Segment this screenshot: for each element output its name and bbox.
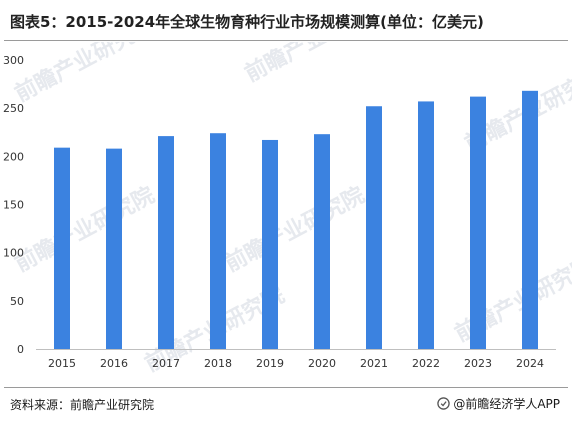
x-tick-label: 2018 <box>204 357 232 370</box>
x-tick-label: 2022 <box>412 357 440 370</box>
brand-label: @前瞻经济学人APP <box>453 397 560 411</box>
bar-2016 <box>106 148 122 349</box>
watermark-text: 前瞻产业研究院 <box>11 182 159 277</box>
x-tick-label: 2020 <box>308 357 336 370</box>
y-tick-label: 50 <box>10 295 24 308</box>
watermark-text: 前瞻产业研究院 <box>241 42 389 87</box>
x-tick-label: 2019 <box>256 357 284 370</box>
x-tick-label: 2016 <box>100 357 128 370</box>
qianzhan-logo-icon <box>437 397 451 410</box>
bar-2020 <box>314 134 330 349</box>
y-tick-label: 200 <box>3 150 24 163</box>
y-tick-label: 100 <box>3 247 24 260</box>
bar-2018 <box>210 133 226 349</box>
bar-2022 <box>418 101 434 349</box>
bar-2021 <box>366 106 382 350</box>
x-tick-label: 2015 <box>48 357 76 370</box>
bars <box>54 90 538 350</box>
bar-2024 <box>522 90 538 350</box>
bar-2015 <box>54 147 70 349</box>
y-axis: 0 50 100 150 200 250 300 <box>3 54 24 356</box>
x-tick-label: 2021 <box>360 357 388 370</box>
watermark-layer: 前瞻产业研究院前瞻产业研究院前瞻产业研究院前瞻产业研究院前瞻产业研究院前瞻产业研… <box>11 0 572 377</box>
chart-area: 前瞻产业研究院前瞻产业研究院前瞻产业研究院前瞻产业研究院前瞻产业研究院前瞻产业研… <box>0 0 572 382</box>
chart-title: 图表5：2015-2024年全球生物育种行业市场规模测算(单位：亿美元) <box>10 13 484 31</box>
x-tick-label: 2024 <box>516 357 544 370</box>
brand-credit: @前瞻经济学人APP <box>437 395 560 412</box>
x-tick-label: 2023 <box>464 357 492 370</box>
x-tick-label: 2017 <box>152 357 180 370</box>
y-tick-label: 0 <box>17 343 24 356</box>
footer-divider <box>4 387 568 388</box>
watermark-text: 前瞻产业研究院 <box>11 42 159 107</box>
bar-2019 <box>262 139 278 349</box>
bar-chart: 前瞻产业研究院前瞻产业研究院前瞻产业研究院前瞻产业研究院前瞻产业研究院前瞻产业研… <box>3 0 572 377</box>
watermark-text: 前瞻产业研究院 <box>451 252 572 347</box>
title-divider <box>4 40 568 41</box>
x-axis: 2015 2016 2017 2018 2019 2020 2021 2022 2023 2024 <box>36 349 556 370</box>
y-tick-label: 250 <box>3 102 24 115</box>
y-tick-label: 300 <box>3 54 24 67</box>
watermark-text: 前瞻产业研究院 <box>221 182 369 277</box>
bar-2017 <box>158 136 174 349</box>
y-tick-label: 150 <box>3 199 24 212</box>
bar-2023 <box>470 96 486 350</box>
source-note: 资料来源：前瞻产业研究院 <box>10 398 155 412</box>
